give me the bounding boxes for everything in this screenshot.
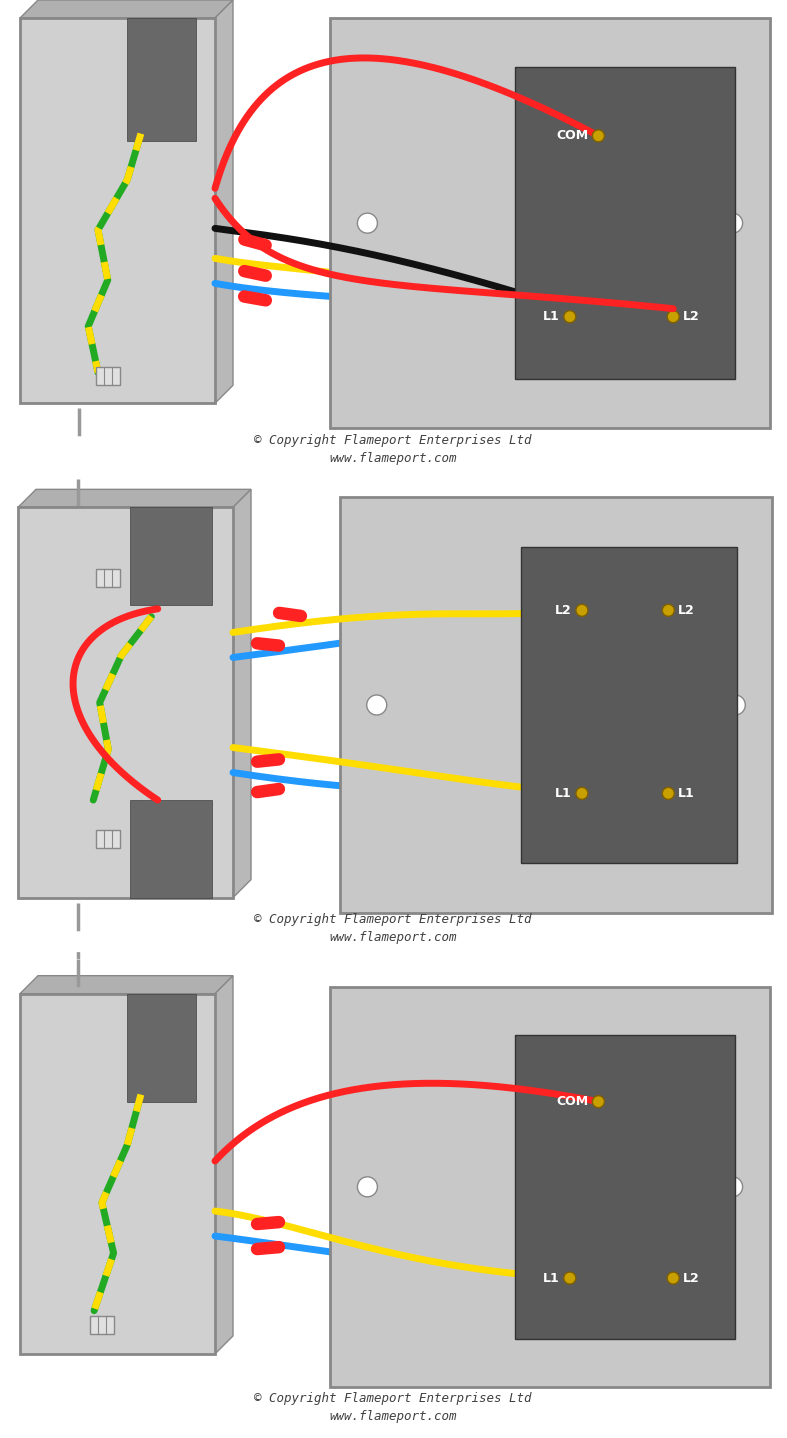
Text: www.flameport.com: www.flameport.com	[329, 932, 456, 945]
FancyBboxPatch shape	[330, 19, 770, 429]
Polygon shape	[18, 489, 251, 508]
FancyBboxPatch shape	[340, 498, 772, 913]
Polygon shape	[215, 0, 233, 403]
Text: COM: COM	[556, 129, 589, 142]
Text: L2: L2	[683, 1271, 700, 1284]
FancyBboxPatch shape	[90, 1316, 114, 1334]
Text: www.flameport.com: www.flameport.com	[329, 452, 456, 464]
Text: © Copyright Flameport Enterprises Ltd: © Copyright Flameport Enterprises Ltd	[254, 1392, 532, 1405]
Text: L1: L1	[555, 787, 572, 800]
FancyBboxPatch shape	[522, 548, 737, 863]
Circle shape	[663, 788, 674, 800]
Circle shape	[726, 695, 745, 715]
Circle shape	[563, 1273, 576, 1284]
Circle shape	[593, 129, 604, 142]
Circle shape	[593, 1096, 604, 1107]
FancyBboxPatch shape	[18, 508, 233, 897]
Circle shape	[576, 604, 588, 617]
Circle shape	[367, 695, 386, 715]
FancyBboxPatch shape	[130, 508, 212, 605]
Text: © Copyright Flameport Enterprises Ltd: © Copyright Flameport Enterprises Ltd	[254, 434, 532, 447]
Circle shape	[667, 1273, 679, 1284]
FancyBboxPatch shape	[127, 994, 195, 1102]
FancyBboxPatch shape	[20, 19, 215, 403]
Text: L1: L1	[678, 787, 695, 800]
Text: L2: L2	[683, 311, 700, 324]
Circle shape	[357, 1176, 378, 1196]
Circle shape	[563, 311, 576, 322]
Circle shape	[576, 788, 588, 800]
FancyBboxPatch shape	[96, 568, 120, 587]
FancyBboxPatch shape	[515, 1035, 735, 1339]
Polygon shape	[20, 975, 233, 994]
Text: L2: L2	[678, 604, 695, 617]
FancyBboxPatch shape	[20, 994, 215, 1355]
FancyBboxPatch shape	[515, 68, 735, 380]
FancyBboxPatch shape	[96, 830, 120, 848]
Text: © Copyright Flameport Enterprises Ltd: © Copyright Flameport Enterprises Ltd	[254, 913, 532, 926]
Circle shape	[663, 604, 674, 617]
FancyBboxPatch shape	[130, 800, 212, 897]
Text: www.flameport.com: www.flameport.com	[329, 1411, 456, 1424]
Polygon shape	[215, 975, 233, 1355]
Text: L1: L1	[543, 1271, 560, 1284]
Text: L2: L2	[555, 604, 572, 617]
Circle shape	[357, 213, 378, 233]
Circle shape	[667, 311, 679, 322]
Polygon shape	[20, 0, 233, 19]
Text: L1: L1	[543, 311, 560, 324]
FancyBboxPatch shape	[330, 986, 770, 1388]
Circle shape	[722, 213, 743, 233]
FancyBboxPatch shape	[96, 367, 120, 385]
Text: COM: COM	[556, 1096, 589, 1109]
Circle shape	[722, 1176, 743, 1196]
Polygon shape	[233, 489, 251, 897]
FancyBboxPatch shape	[127, 19, 195, 141]
